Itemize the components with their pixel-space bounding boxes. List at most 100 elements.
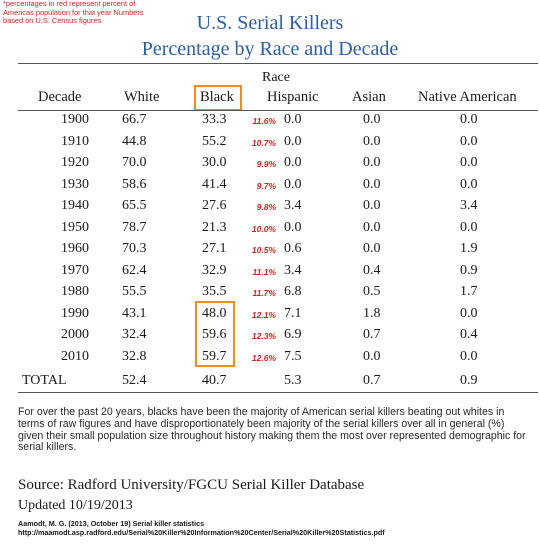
native-american-cell: 0.0	[460, 348, 478, 364]
white-cell: 55.5	[122, 284, 147, 299]
decade-cell: 1950	[61, 219, 89, 235]
population-percent: 12.3%	[251, 331, 276, 341]
updated-line: Updated 10/19/2013	[18, 498, 133, 513]
decade-cell: 1940	[61, 198, 89, 213]
hispanic-cell: 0.0	[284, 133, 302, 149]
native-american-cell: 0.9	[460, 262, 478, 278]
asian-cell: 0.0	[363, 219, 381, 235]
white-cell: 66.7	[122, 112, 147, 127]
hispanic-cell: 6.8	[284, 284, 302, 299]
hispanic-cell: 0.0	[284, 176, 302, 192]
total-native-american: 0.9	[460, 373, 478, 388]
black-cell: 33.3	[202, 112, 227, 127]
header-bottom-rule	[18, 110, 538, 111]
table-top-rule	[18, 63, 538, 64]
summary-paragraph: For over the past 20 years, blacks have …	[18, 406, 526, 454]
hispanic-cell: 3.4	[284, 262, 302, 278]
citation: Aamodt, M. G. (2013, October 19) Serial …	[18, 519, 538, 537]
black-cell: 30.0	[202, 155, 227, 170]
native-american-cell: 3.4	[460, 198, 478, 213]
native-american-cell: 1.9	[460, 241, 478, 256]
total-label: TOTAL	[22, 373, 67, 388]
asian-cell: 0.0	[363, 176, 381, 192]
black-cell: 27.6	[202, 198, 227, 213]
citation-line-1: Aamodt, M. G. (2013, October 19) Serial …	[18, 519, 205, 528]
hispanic-cell: 0.0	[284, 155, 302, 170]
decade-cell: 1900	[61, 112, 89, 127]
asian-cell: 0.0	[363, 198, 381, 213]
page-subtitle: Percentage by Race and Decade	[141, 38, 399, 60]
white-cell: 44.8	[122, 133, 147, 149]
hispanic-cell: 0.6	[284, 241, 302, 256]
total-white: 52.4	[122, 373, 147, 388]
black-cell: 55.2	[202, 133, 227, 149]
race-group-header: Race	[262, 70, 290, 85]
population-percent: 9.9%	[256, 159, 276, 169]
header-black: Black	[200, 89, 234, 105]
hispanic-cell: 6.9	[284, 327, 302, 342]
decade-cell: 2010	[61, 348, 89, 364]
asian-cell: 0.5	[363, 284, 381, 299]
asian-cell: 0.0	[363, 112, 381, 127]
native-american-cell: 1.7	[460, 284, 478, 299]
hispanic-cell: 0.0	[284, 112, 302, 127]
white-cell: 70.0	[122, 155, 147, 170]
table-bottom-rule	[18, 392, 538, 393]
native-american-cell: 0.0	[460, 305, 478, 321]
native-american-cell: 0.0	[460, 155, 478, 170]
decade-cell: 1960	[61, 241, 89, 256]
population-percent: 11.1%	[252, 266, 276, 277]
census-note: *percentages in red represent percent of…	[3, 0, 144, 26]
native-american-cell: 0.0	[460, 133, 478, 149]
white-cell: 58.6	[122, 176, 147, 192]
black-cell: 21.3	[202, 219, 227, 235]
decade-cell: 1970	[61, 262, 89, 278]
citation-url[interactable]: http://maamodt.asp.radford.edu/Serial%20…	[18, 528, 385, 537]
black-cell: 59.7	[202, 348, 227, 364]
black-cell: 59.6	[202, 327, 227, 342]
total-hispanic: 5.3	[284, 373, 302, 388]
decade-cell: 1990	[61, 305, 89, 321]
population-percent: 10.7%	[251, 137, 276, 148]
white-cell: 70.3	[122, 241, 147, 256]
hispanic-cell: 3.4	[284, 198, 302, 213]
population-percent: 12.1%	[251, 309, 276, 320]
header-decade: Decade	[38, 89, 82, 105]
black-cell: 41.4	[202, 176, 227, 192]
page-title: U.S. Serial Killers	[196, 12, 344, 34]
black-cell: 35.5	[202, 284, 227, 299]
white-cell: 43.1	[122, 305, 147, 321]
white-cell: 32.4	[122, 327, 147, 342]
population-percent: 10.0%	[251, 223, 276, 234]
decade-cell: 1930	[61, 176, 89, 192]
native-american-cell: 0.0	[460, 219, 478, 235]
asian-cell: 0.0	[363, 348, 381, 364]
hispanic-cell: 7.1	[284, 305, 302, 321]
decade-cell: 1910	[61, 133, 89, 149]
total-black: 40.7	[202, 373, 227, 388]
total-asian: 0.7	[363, 373, 381, 388]
population-percent: 12.6%	[251, 352, 276, 363]
white-cell: 62.4	[122, 262, 147, 278]
population-percent: 11.6%	[252, 116, 276, 126]
native-american-cell: 0.0	[460, 112, 478, 127]
population-percent: 11.7%	[252, 288, 276, 298]
black-header-highlight-box	[194, 85, 242, 111]
source-line: Source: Radford University/FGCU Serial K…	[18, 477, 365, 493]
population-percent: 9.7%	[256, 180, 276, 191]
decade-cell: 1920	[61, 155, 89, 170]
header-native-american: Native American	[418, 89, 517, 105]
header-asian: Asian	[352, 89, 386, 105]
white-cell: 32.8	[122, 348, 147, 364]
population-percent: 9.8%	[256, 202, 276, 212]
black-cell: 32.9	[202, 262, 227, 278]
decade-cell: 1980	[61, 284, 89, 299]
recent-decades-highlight-box	[195, 301, 235, 367]
white-cell: 65.5	[122, 198, 147, 213]
black-cell: 48.0	[202, 305, 227, 321]
header-white: White	[124, 89, 160, 105]
asian-cell: 0.0	[363, 133, 381, 149]
asian-cell: 0.0	[363, 155, 381, 170]
black-cell: 27.1	[202, 241, 227, 256]
header-hispanic: Hispanic	[267, 89, 319, 105]
